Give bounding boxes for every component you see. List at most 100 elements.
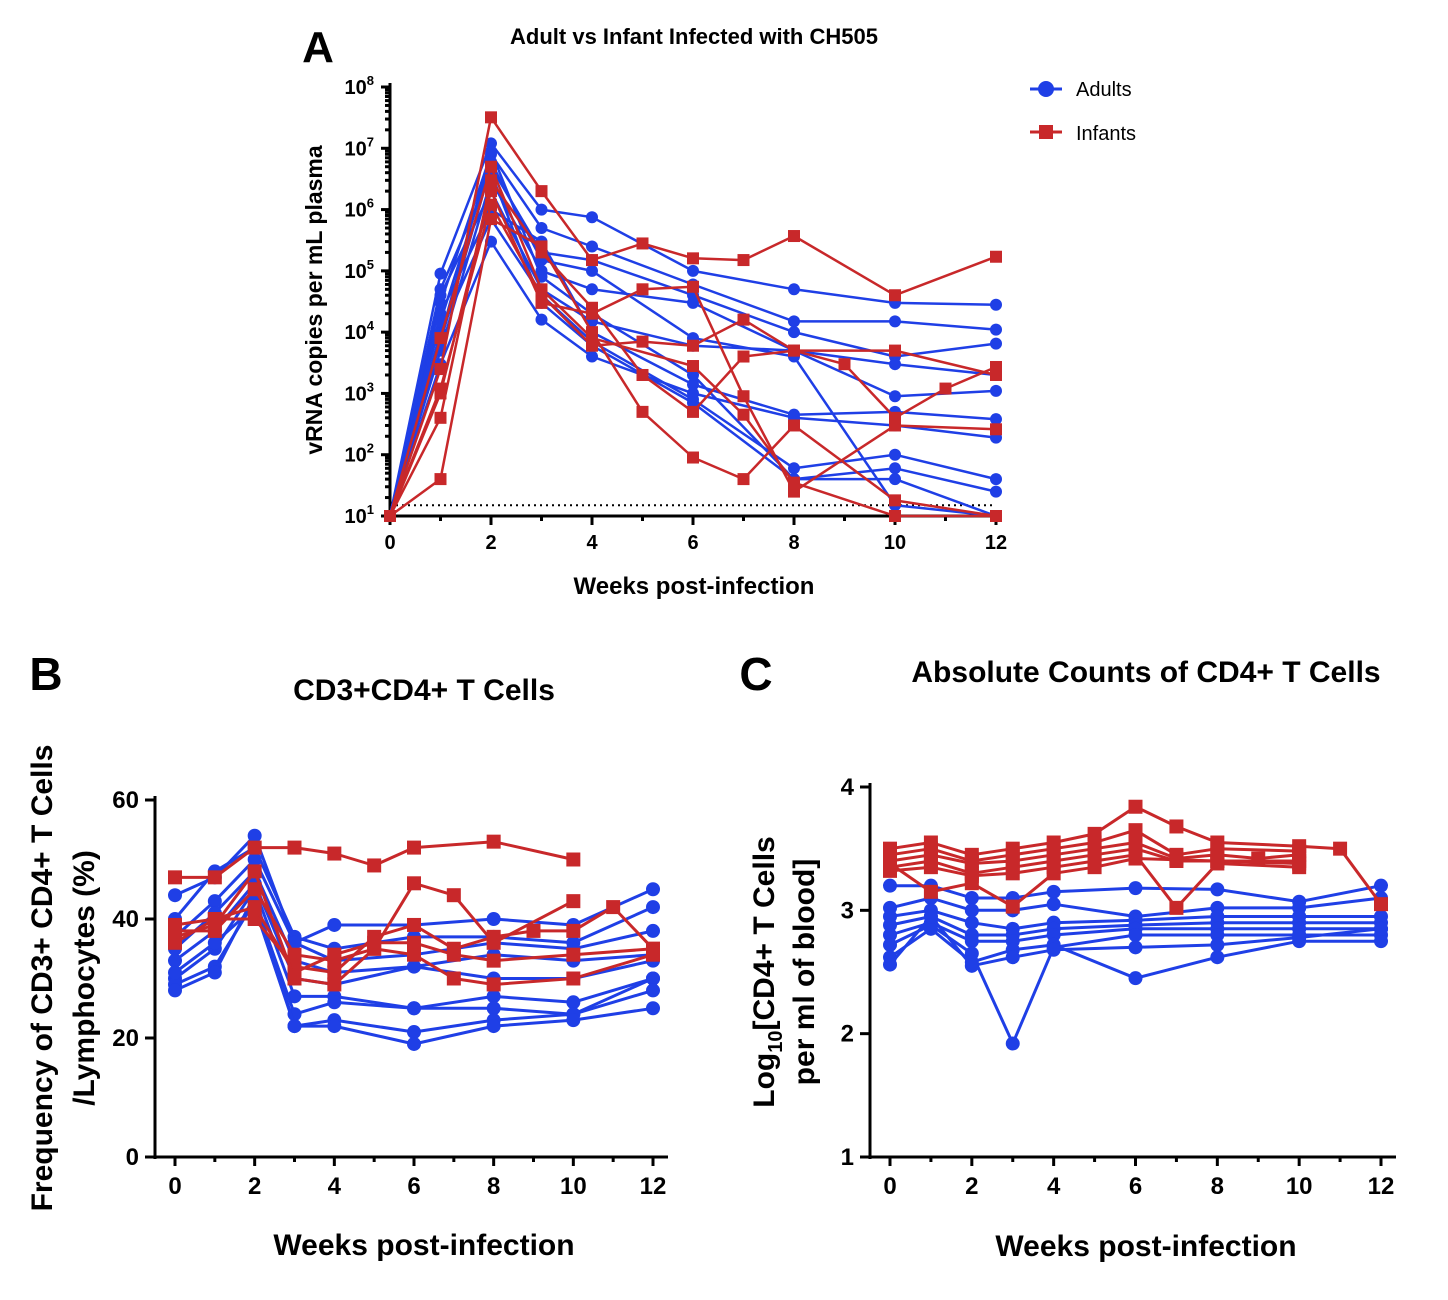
infant-point [247, 864, 262, 879]
infant-point [486, 953, 501, 968]
adult-point [1128, 881, 1143, 896]
adult-point [990, 298, 1002, 311]
y-tick-label: 3 [841, 897, 854, 924]
infant-point [1210, 854, 1225, 868]
adult-point [566, 995, 581, 1010]
infant-point [636, 237, 649, 250]
adult-point [207, 894, 222, 909]
infant-point [1128, 851, 1143, 866]
infant-point [207, 870, 222, 885]
adult-point [1374, 934, 1388, 949]
adult-point [434, 283, 447, 296]
y-tick-label: 104 [345, 318, 375, 344]
infant-point [168, 917, 182, 932]
infant-point [566, 852, 581, 867]
x-tick-label: 2 [965, 1173, 978, 1200]
adult-point [1128, 928, 1143, 942]
adult-point [485, 145, 497, 158]
x-tick-label: 8 [1211, 1173, 1224, 1200]
panel-a-legend: Adults Infants [1030, 79, 1136, 145]
infant-point [1128, 799, 1143, 814]
panel-c-letter: C [739, 648, 772, 700]
infant-point [1005, 866, 1020, 881]
infant-point [535, 240, 548, 253]
adult-point [964, 903, 979, 918]
y-tick-label: 20 [112, 1025, 139, 1052]
adult-point [788, 315, 800, 328]
x-tick-label: 12 [1368, 1173, 1395, 1200]
infant-point [486, 977, 501, 992]
infant-point [367, 941, 382, 956]
infant-point [606, 900, 621, 915]
panel-c-x-axis-label: Weeks post-infection [995, 1230, 1296, 1263]
infant-point [526, 923, 541, 938]
infant-point [287, 840, 302, 855]
adult-point [788, 462, 800, 475]
adult-point [646, 983, 660, 998]
infant-point [535, 283, 548, 296]
adult-point [1005, 1036, 1020, 1051]
adult-point [434, 267, 447, 280]
adult-point [486, 1001, 501, 1016]
infant-point [407, 947, 421, 962]
adult-series-1 [384, 137, 1002, 522]
adult-point [586, 264, 598, 277]
infant-point [636, 335, 649, 348]
infant-point [687, 360, 699, 373]
infant-point [788, 419, 800, 432]
adult-point [646, 971, 660, 986]
infant-point [687, 339, 699, 352]
infant-point [485, 213, 497, 226]
infant-point [168, 929, 182, 944]
infant-point [990, 510, 1002, 522]
adult-point [990, 485, 1002, 498]
infant-point [566, 947, 581, 962]
x-tick-label: 4 [586, 532, 598, 554]
adult-point [889, 462, 901, 475]
adult-point [1046, 942, 1061, 957]
infant-point [327, 846, 342, 861]
infant-point [434, 411, 447, 424]
adult-point [1046, 897, 1061, 912]
infant-point [1046, 866, 1061, 881]
infant-point [1005, 899, 1020, 914]
x-tick-label: 10 [884, 532, 906, 554]
adult-point [990, 384, 1002, 397]
infant-line [889, 828, 1300, 863]
infant-point [737, 473, 750, 486]
adult-point [1292, 930, 1307, 945]
infant-point [636, 368, 649, 381]
x-tick-label: 12 [985, 532, 1007, 554]
legend-infants-label: Infants [1076, 123, 1136, 145]
adult-point [1210, 882, 1225, 897]
panel-a-chart: A Adult vs Infant Infected with CH505 0 2… [301, 23, 1136, 600]
x-tick-label: 6 [687, 532, 698, 554]
adult-point [1374, 878, 1388, 893]
panel-b-x-axis-label: Weeks post-infection [273, 1229, 574, 1262]
infant-point [407, 876, 421, 891]
infant-point [247, 840, 262, 855]
adult-point [486, 1019, 501, 1034]
adult-point [586, 211, 598, 224]
adult-point [883, 878, 897, 893]
adult-point [687, 378, 699, 391]
adult-point [1210, 928, 1225, 942]
infant-point [434, 387, 447, 400]
x-tick-label: 0 [883, 1173, 896, 1200]
adult-point [586, 240, 598, 253]
y-tick-label: 101 [345, 502, 374, 528]
y-tick-label: 60 [112, 787, 139, 814]
adult-point [486, 989, 501, 1004]
adult-point [1005, 950, 1020, 965]
infant-point [367, 858, 382, 873]
infant-point [964, 876, 979, 891]
y-tick-label: 0 [126, 1144, 139, 1171]
infant-point [1128, 823, 1143, 838]
infant-point [168, 870, 182, 885]
adult-point [247, 828, 262, 843]
adult-point [687, 264, 699, 277]
adult-point [964, 891, 979, 905]
infant-point [939, 382, 952, 395]
y-tick-label: 102 [345, 441, 374, 467]
